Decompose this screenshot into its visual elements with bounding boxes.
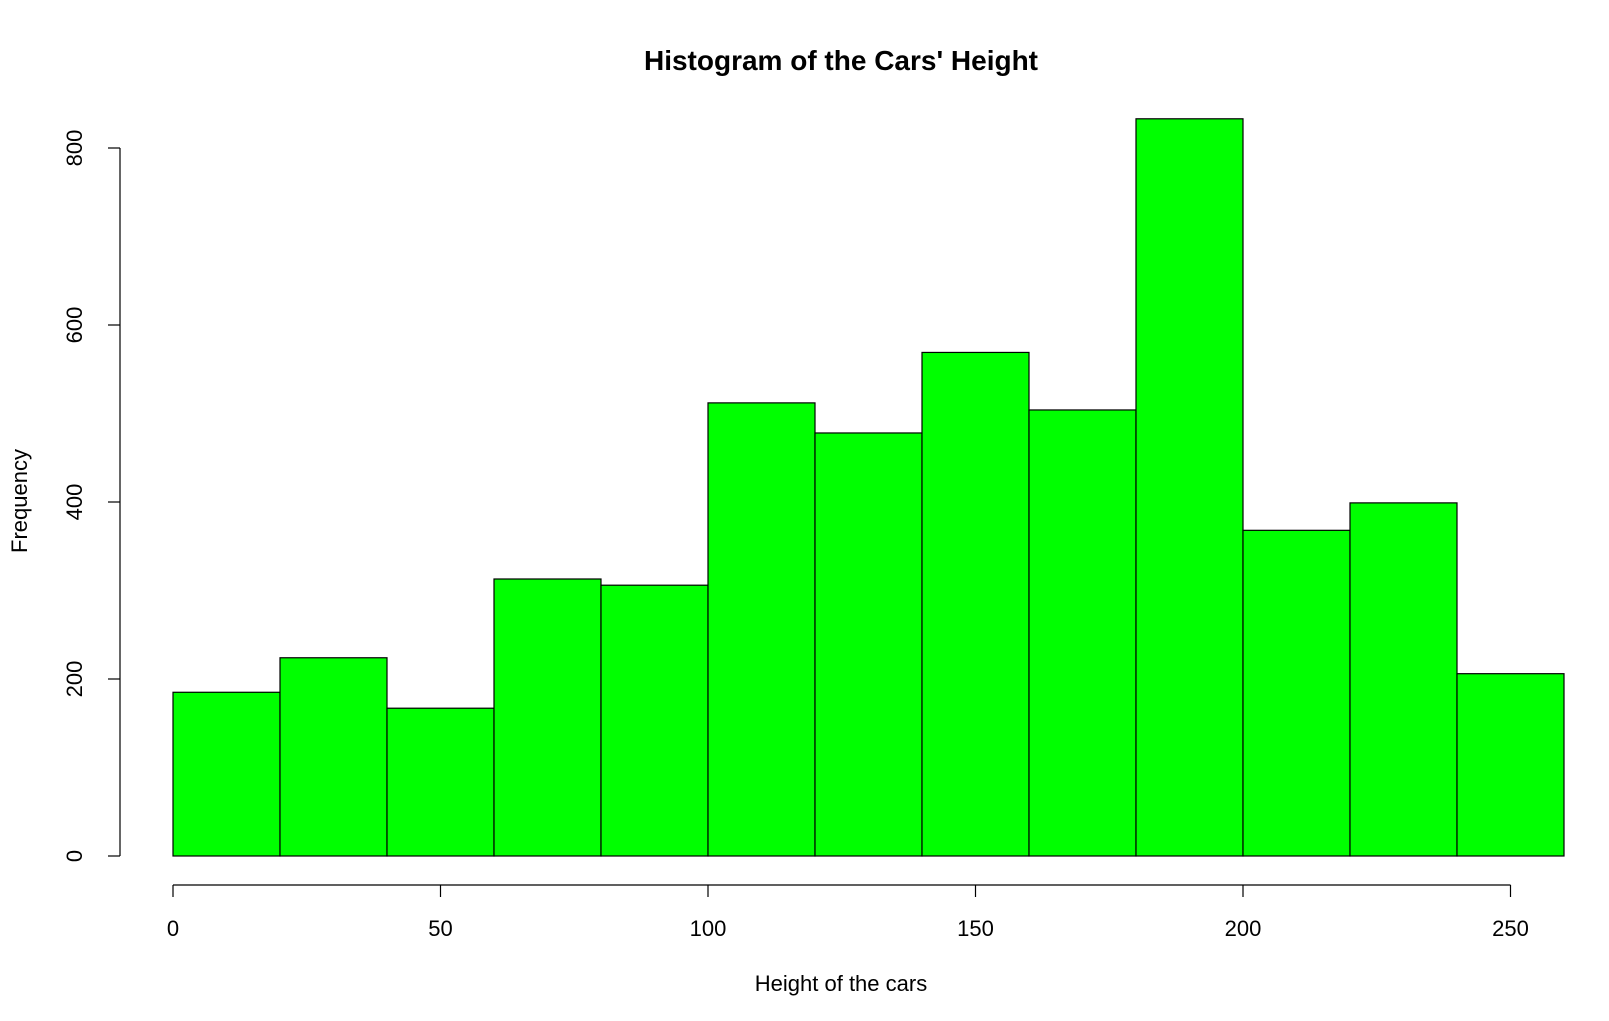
histogram-bar-0 <box>172 691 281 857</box>
y-axis: 0 200 400 600 800 <box>62 130 121 862</box>
chart-title: Histogram of the Cars' Height <box>644 45 1038 76</box>
histogram-bar-3 <box>493 578 602 857</box>
x-tick-label: 250 <box>1492 916 1529 941</box>
y-tick-label: 200 <box>62 661 87 698</box>
y-tick-label: 0 <box>62 850 87 862</box>
histogram-bar-5 <box>707 402 816 857</box>
histogram-bar-4 <box>600 584 709 857</box>
histogram-bar-6 <box>814 432 923 857</box>
histogram-bar-9 <box>1135 118 1244 857</box>
y-tick-label: 600 <box>62 307 87 344</box>
x-tick-label: 0 <box>167 916 179 941</box>
y-axis-label: Frequency <box>7 449 32 553</box>
x-tick-label: 50 <box>428 916 452 941</box>
histogram-bar-8 <box>1028 409 1137 857</box>
y-tick-label: 400 <box>62 484 87 521</box>
x-tick-label: 150 <box>957 916 994 941</box>
bars-group <box>172 118 1565 857</box>
x-tick-label: 100 <box>690 916 727 941</box>
histogram-bar-1 <box>279 657 388 857</box>
y-tick-label: 800 <box>62 130 87 167</box>
histogram-bar-2 <box>386 707 495 857</box>
histogram-bar-11 <box>1349 502 1458 857</box>
histogram-bar-10 <box>1242 529 1351 857</box>
histogram-bar-7 <box>921 351 1030 857</box>
x-axis: 0 50 100 150 200 250 <box>167 884 1529 941</box>
histogram-bar-12 <box>1456 673 1565 857</box>
x-axis-label: Height of the cars <box>755 971 927 996</box>
x-tick-label: 200 <box>1225 916 1262 941</box>
